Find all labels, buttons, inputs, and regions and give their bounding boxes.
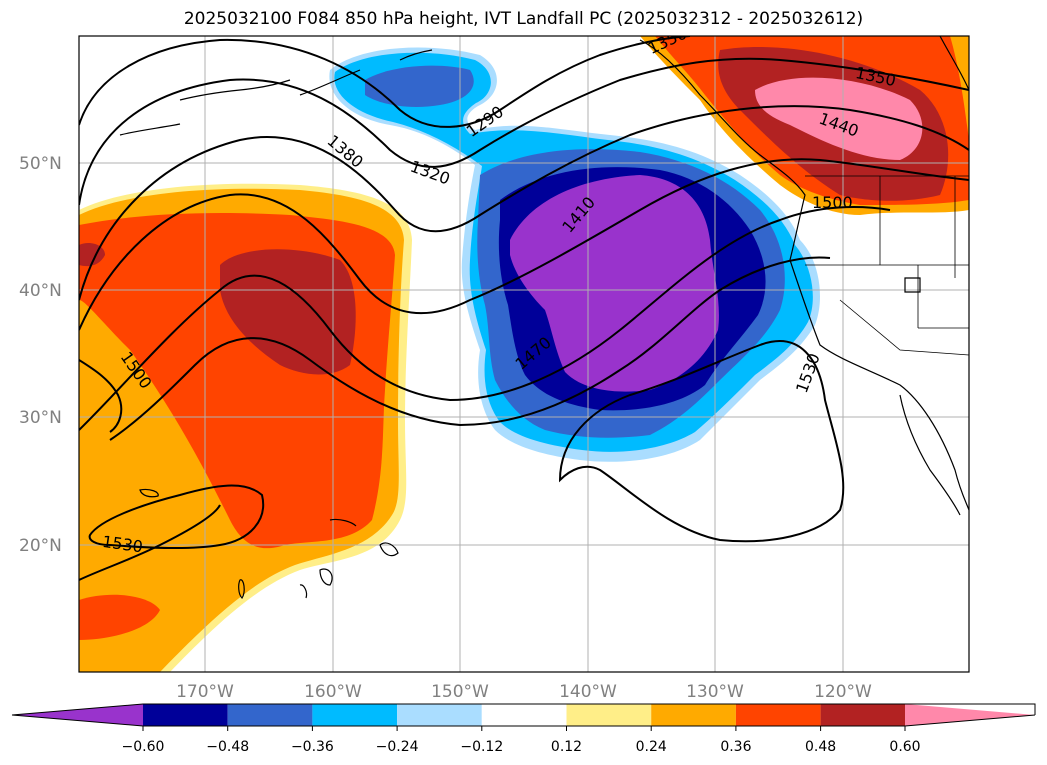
lon-label: 130°W xyxy=(686,682,744,702)
longitude-labels: 170°W 160°W 150°W 140°W 130°W 120°W xyxy=(176,682,872,702)
graticule xyxy=(79,36,969,672)
lon-label: 150°W xyxy=(431,682,489,702)
colorbar-tick-label: 0.36 xyxy=(720,739,751,755)
colorbar-tick-label: 0.12 xyxy=(551,739,582,755)
colorbar-segment xyxy=(312,704,398,726)
height-contours xyxy=(79,36,969,581)
colorbar-segment xyxy=(820,704,906,726)
contour-label: 1500 xyxy=(812,193,853,212)
colorbar-extend-low xyxy=(12,704,143,726)
lon-label: 160°W xyxy=(304,682,362,702)
colorbar-tick-label: −0.60 xyxy=(122,739,165,755)
colorbar-segment xyxy=(481,704,567,726)
negative-ivt-region xyxy=(329,47,820,462)
latitude-labels: 50°N 40°N 30°N 20°N xyxy=(19,154,62,556)
colorbar-tick-label: −0.24 xyxy=(376,739,419,755)
colorbar: −0.60 −0.48 −0.36 −0.24 −0.12 0.12 0.24 … xyxy=(11,703,1036,755)
colorbar-tick-label: −0.36 xyxy=(291,739,334,755)
colorbar-segment xyxy=(397,704,482,726)
colorbar-tick-label: 0.48 xyxy=(805,739,836,755)
lon-label: 140°W xyxy=(559,682,617,702)
colorbar-segment xyxy=(735,704,821,726)
lat-label: 40°N xyxy=(19,281,62,301)
colorbar-tick-label: −0.48 xyxy=(206,739,249,755)
lat-label: 20°N xyxy=(19,536,62,556)
lon-label: 120°W xyxy=(814,682,872,702)
colorbar-segment xyxy=(227,704,313,726)
map-panel: 1290 1320 1350 1350 1380 1410 1440 1470 … xyxy=(79,36,969,672)
lat-label: 30°N xyxy=(19,408,62,428)
colorbar-extend-high xyxy=(905,704,1035,726)
colorbar-tick-label: −0.12 xyxy=(460,739,503,755)
colorbar-tick-label: 0.60 xyxy=(889,739,920,755)
lon-label: 170°W xyxy=(176,682,234,702)
colorbar-tick-label: 0.24 xyxy=(636,739,667,755)
positive-ivt-region-west xyxy=(79,183,412,672)
colorbar-segment xyxy=(143,704,228,726)
lat-label: 50°N xyxy=(19,154,62,174)
colorbar-segment xyxy=(566,704,652,726)
colorbar-segment xyxy=(651,704,736,726)
map-title: 2025032100 F084 850 hPa height, IVT Land… xyxy=(183,9,864,29)
map-frame xyxy=(78,35,970,673)
